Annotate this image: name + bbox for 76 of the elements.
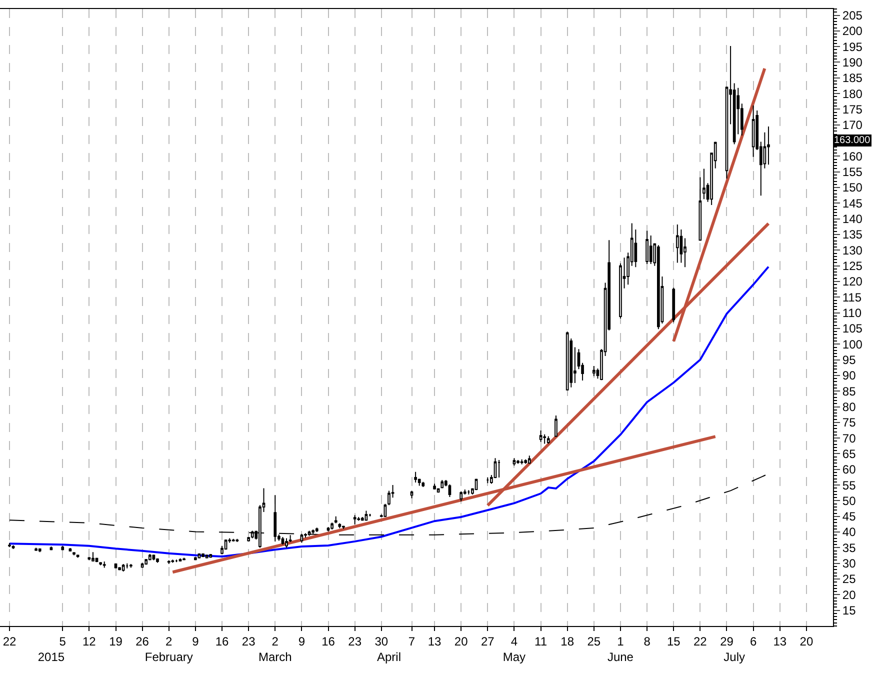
y-tick-label: 175 xyxy=(842,102,863,116)
x-tick-label: 22 xyxy=(694,634,708,648)
y-tick-label: 195 xyxy=(842,40,863,54)
y-tick-label: 20 xyxy=(842,588,856,602)
x-tick-label: 5 xyxy=(59,634,66,648)
y-tick-label: 125 xyxy=(842,259,863,274)
x-tick-label: 16 xyxy=(215,634,230,648)
y-tick-label: 135 xyxy=(842,228,863,242)
x-tick-label: 12 xyxy=(82,634,96,648)
y-tick-label: 170 xyxy=(842,118,863,132)
x-tick-label: 11 xyxy=(534,634,548,648)
x-tick-label: 23 xyxy=(348,634,362,648)
x-tick-label: 29 xyxy=(720,634,734,648)
x-tick-label: 20 xyxy=(800,634,814,648)
x2-tick-label: March xyxy=(258,650,292,664)
x-tick-label: 13 xyxy=(773,634,787,648)
y-tick-label: 35 xyxy=(842,540,856,555)
x-tick-label: 30 xyxy=(374,634,388,648)
y-tick-label: 65 xyxy=(842,446,856,461)
y-tick-label: 60 xyxy=(842,462,856,477)
x-tick-label: 9 xyxy=(298,634,306,648)
y-tick-label: 150 xyxy=(842,180,863,195)
x-tick-label: 13 xyxy=(428,634,442,648)
x-tick-label: 16 xyxy=(322,634,336,648)
y-tick-label: 75 xyxy=(842,416,856,430)
y-tick-label: 180 xyxy=(842,86,863,101)
x-tick-label: 2 xyxy=(166,634,173,648)
y-tick-label: 30 xyxy=(842,556,856,571)
y-tick-label: 190 xyxy=(842,55,863,70)
y-tick-label: 55 xyxy=(842,478,856,492)
x2-tick-label: June xyxy=(607,650,634,664)
x-tick-label: 18 xyxy=(560,634,574,648)
x-tick-label: 23 xyxy=(242,634,256,648)
y-tick-label: 115 xyxy=(842,290,862,304)
text: 163.000 xyxy=(834,135,871,146)
y-tick-label: 200 xyxy=(842,24,863,38)
x-tick-label: 25 xyxy=(587,634,601,648)
x2-tick-label: April xyxy=(376,650,401,664)
x-tick-label: 27 xyxy=(480,634,495,648)
x-tick-label: 9 xyxy=(192,634,200,648)
y-tick-label: 95 xyxy=(842,352,856,367)
y-tick-label: 145 xyxy=(842,196,863,210)
y-tick-label: 130 xyxy=(842,243,863,258)
x-tick-label: 15 xyxy=(666,634,681,648)
y-tick-label: 15 xyxy=(842,604,856,618)
x-tick-label: 2 xyxy=(272,634,279,648)
x-tick-label: 19 xyxy=(109,634,123,648)
x2-tick-label: February xyxy=(144,650,193,664)
y-tick-label: 50 xyxy=(842,494,856,508)
y-tick-label: 25 xyxy=(842,572,856,586)
y-tick-label: 70 xyxy=(842,431,856,446)
x-tick-label: 4 xyxy=(510,634,518,648)
x2-tick-label: 2015 xyxy=(38,650,65,664)
y-tick-label: 45 xyxy=(842,510,856,524)
x2-tick-label: May xyxy=(502,650,526,664)
y-tick-label: 85 xyxy=(842,384,856,398)
y-tick-label: 205 xyxy=(842,8,863,22)
y-tick-label: 110 xyxy=(842,306,862,320)
x-tick-label: 20 xyxy=(454,634,468,648)
x-tick-label: 6 xyxy=(750,634,757,648)
x-tick-label: 8 xyxy=(644,634,651,648)
x2-tick-label: July xyxy=(724,650,745,664)
y-tick-label: 80 xyxy=(842,400,856,414)
y-tick-label: 120 xyxy=(842,274,863,289)
x-tick-label: 1 xyxy=(617,634,624,648)
y-tick-label: 160 xyxy=(842,149,863,164)
x-tick-label: 26 xyxy=(136,634,150,648)
y-tick-label: 185 xyxy=(842,71,863,86)
y-tick-label: 140 xyxy=(842,212,863,226)
y-tick-label: 155 xyxy=(842,165,863,180)
y-tick-label: 105 xyxy=(842,322,863,336)
x-tick-label: 22 xyxy=(2,634,16,648)
y-tick-label: 90 xyxy=(842,368,856,383)
y-tick-label: 100 xyxy=(842,337,863,352)
x-tick-label: 7 xyxy=(408,634,416,648)
y-tick-label: 40 xyxy=(842,525,856,540)
